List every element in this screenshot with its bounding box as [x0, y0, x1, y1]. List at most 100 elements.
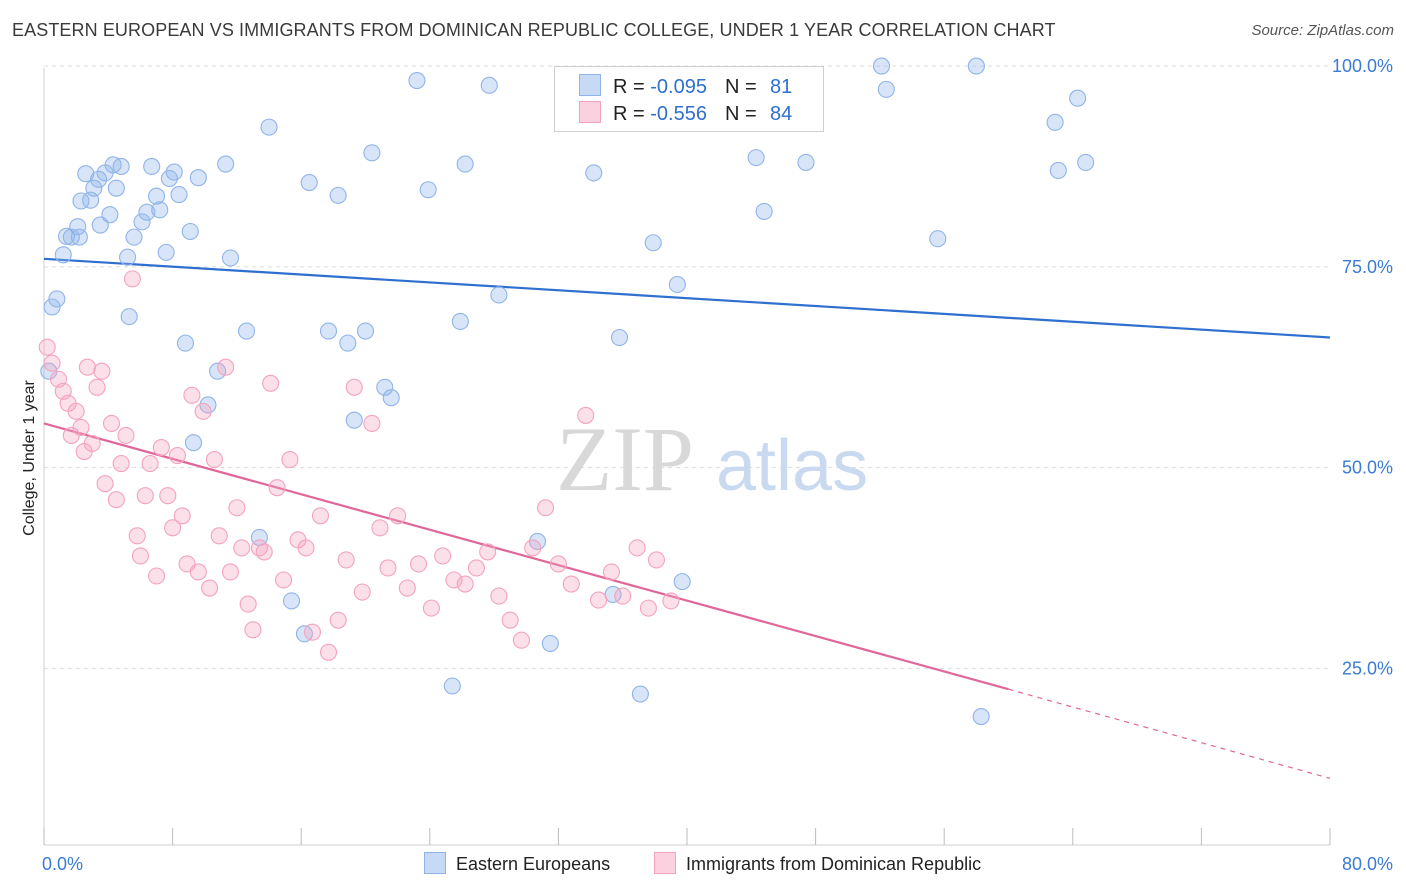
point-eastern	[77, 165, 95, 183]
point-eastern	[217, 155, 235, 173]
point-eastern	[112, 157, 130, 176]
point-eastern	[283, 592, 301, 610]
point-eastern	[329, 186, 347, 204]
point-eastern	[181, 222, 199, 241]
point-dominican	[281, 451, 299, 469]
data-points	[38, 57, 1095, 726]
point-dominican	[490, 587, 508, 605]
watermark-zip: ZIP	[556, 408, 694, 510]
point-dominican	[217, 358, 235, 376]
legend-item-eastern: Eastern Europeans	[424, 852, 610, 875]
point-eastern	[120, 308, 138, 326]
point-eastern	[541, 634, 559, 652]
point-dominican	[88, 378, 106, 396]
point-dominican	[353, 583, 371, 601]
point-dominican	[662, 592, 680, 610]
y-tick-labels: 100.0% 75.0% 50.0% 25.0%	[1332, 56, 1393, 678]
n-value-dominican: 84	[769, 103, 793, 125]
point-dominican	[602, 563, 620, 581]
point-eastern	[363, 144, 381, 162]
point-dominican	[379, 559, 397, 577]
point-dominican	[647, 551, 666, 569]
point-dominican	[96, 475, 114, 493]
point-dominican	[233, 539, 251, 557]
point-dominican	[398, 579, 416, 597]
chart-title: EASTERN EUROPEAN VS IMMIGRANTS FROM DOMI…	[12, 20, 1056, 40]
point-eastern	[237, 322, 256, 340]
point-dominican	[614, 587, 632, 605]
point-dominican	[363, 414, 381, 432]
y-tick-label: 50.0%	[1342, 458, 1393, 478]
point-dominican	[577, 406, 595, 424]
legend-row-dominican: R = -0.556 N = 84	[579, 101, 792, 127]
point-eastern	[747, 149, 765, 167]
point-dominican	[107, 491, 125, 509]
axes	[43, 68, 1331, 846]
point-dominican	[168, 446, 186, 465]
point-dominican	[43, 354, 61, 372]
point-eastern	[490, 286, 508, 304]
point-dominican	[434, 547, 452, 565]
point-dominican	[371, 519, 389, 537]
point-dominican	[67, 402, 85, 420]
point-dominican	[78, 358, 96, 376]
point-eastern	[107, 179, 125, 197]
point-eastern	[872, 57, 891, 75]
legend-swatch-eastern	[579, 74, 601, 96]
point-dominican	[102, 414, 121, 432]
y-tick-label: 75.0%	[1342, 257, 1393, 277]
point-eastern	[668, 275, 686, 294]
point-dominican	[345, 378, 363, 396]
point-dominican	[524, 539, 542, 557]
point-eastern	[755, 202, 773, 220]
point-dominican	[422, 599, 440, 617]
point-eastern	[43, 298, 61, 316]
y-tick-label: 25.0%	[1342, 658, 1393, 678]
legend-item-dominican: Immigrants from Dominican Republic	[654, 852, 981, 875]
point-dominican	[83, 434, 101, 453]
point-eastern	[119, 248, 137, 266]
point-eastern	[143, 157, 161, 176]
point-dominican	[112, 455, 130, 473]
r-value-dominican: -0.556	[650, 103, 707, 125]
point-dominican	[268, 479, 286, 497]
point-eastern	[176, 334, 195, 352]
point-eastern	[1077, 153, 1095, 171]
point-eastern	[133, 213, 151, 231]
point-eastern	[300, 173, 318, 192]
point-eastern	[443, 677, 461, 695]
point-eastern	[138, 203, 156, 221]
point-eastern	[54, 246, 72, 264]
point-dominican	[136, 487, 154, 505]
point-eastern	[356, 322, 375, 340]
x-tick-labels: 0.0% 80.0%	[42, 854, 1393, 874]
point-eastern	[91, 216, 109, 234]
point-dominican	[549, 555, 567, 573]
point-dominican	[409, 555, 428, 573]
point-eastern	[319, 322, 338, 340]
point-dominican	[152, 438, 170, 457]
point-dominican	[147, 567, 166, 585]
point-eastern	[165, 163, 183, 181]
point-dominican	[329, 611, 347, 629]
trend-lines	[43, 257, 1331, 779]
point-dominican	[479, 543, 497, 561]
point-eastern	[1049, 161, 1067, 180]
point-dominican	[159, 487, 177, 505]
point-dominican	[201, 579, 219, 597]
point-eastern	[189, 169, 207, 187]
point-eastern	[610, 328, 629, 347]
point-eastern	[72, 192, 90, 210]
point-eastern	[101, 206, 119, 224]
point-dominican	[303, 623, 322, 641]
point-eastern	[451, 312, 469, 330]
point-dominican	[255, 543, 273, 561]
point-eastern	[972, 707, 990, 726]
x-tick-label: 80.0%	[1342, 854, 1393, 874]
point-eastern	[48, 290, 66, 308]
point-dominican	[628, 539, 646, 557]
point-eastern	[456, 155, 474, 173]
point-eastern	[585, 164, 603, 182]
point-eastern	[877, 80, 895, 98]
point-eastern	[147, 187, 166, 205]
